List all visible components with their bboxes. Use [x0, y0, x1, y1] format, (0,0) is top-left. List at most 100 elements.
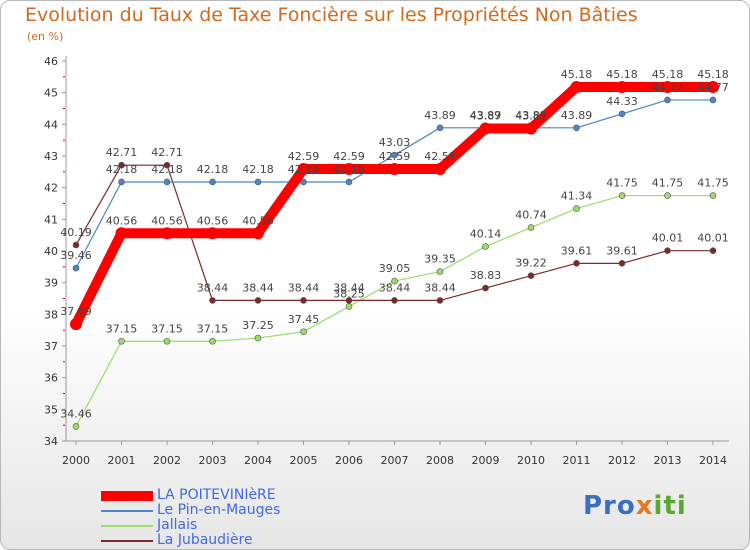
data-point [664, 247, 671, 254]
data-point [709, 96, 717, 104]
data-point [527, 224, 535, 231]
data-label: 45.18 [697, 68, 729, 81]
legend-swatch [101, 525, 153, 527]
data-label: 37.45 [288, 313, 320, 326]
data-label: 43.87 [470, 109, 502, 122]
x-tick-label: 2005 [290, 454, 318, 467]
data-label: 37.15 [197, 322, 229, 335]
data-label: 42.59 [288, 150, 320, 163]
data-label: 39.05 [379, 262, 411, 275]
data-point [618, 192, 626, 199]
data-label: 41.75 [606, 177, 638, 190]
data-point [206, 227, 219, 240]
data-label: 39.61 [606, 244, 638, 257]
x-tick-label: 2011 [563, 454, 591, 467]
data-point [254, 297, 262, 304]
data-point [345, 303, 353, 310]
data-label: 40.56 [106, 214, 138, 227]
legend-label: Le Pin-en-Mauges [157, 502, 281, 518]
data-point [209, 337, 216, 345]
data-point [434, 162, 446, 175]
data-point [391, 151, 398, 159]
y-tick-label: 44 [44, 118, 58, 131]
logo-part: Pro [583, 491, 636, 521]
proxiti-logo: Proxiti [583, 491, 687, 521]
data-point [300, 297, 307, 304]
data-point [573, 205, 580, 212]
legend-label: LA POITEVINIèRE [157, 487, 276, 503]
x-tick-label: 2007 [381, 454, 409, 467]
y-tick-label: 46 [44, 55, 58, 68]
x-tick-label: 2013 [654, 454, 682, 467]
data-label: 37.69 [60, 305, 92, 318]
data-point [436, 268, 444, 275]
data-label: 42.18 [333, 163, 365, 176]
chart-subtitle: (en %) [27, 30, 64, 43]
data-point [118, 337, 125, 345]
data-label: 40.01 [652, 232, 684, 245]
y-tick-label: 34 [44, 435, 58, 448]
data-label: 40.56 [151, 214, 183, 227]
y-tick-label: 37 [44, 340, 58, 353]
data-point [72, 241, 80, 249]
y-tick-label: 45 [44, 87, 58, 100]
data-label: 45.18 [606, 68, 638, 81]
x-tick-label: 2008 [426, 454, 454, 467]
data-label: 42.59 [424, 150, 456, 163]
data-label: 38.25 [333, 287, 365, 300]
data-point [345, 178, 353, 186]
data-label: 43.89 [424, 109, 456, 122]
data-point [479, 122, 492, 135]
data-point [616, 80, 628, 93]
data-label: 42.18 [151, 163, 183, 176]
data-label: 45.18 [652, 68, 684, 81]
y-tick-label: 36 [44, 372, 58, 385]
data-point [297, 162, 310, 175]
data-point [573, 124, 580, 132]
data-label: 45.18 [561, 68, 593, 81]
data-point [664, 192, 671, 199]
data-label: 39.61 [561, 244, 593, 257]
data-label: 34.46 [60, 407, 92, 420]
x-tick-label: 2014 [699, 454, 727, 467]
legend-swatch [101, 540, 153, 542]
data-point [118, 178, 125, 186]
data-point [300, 328, 307, 336]
data-label: 42.59 [379, 150, 411, 163]
data-point [163, 161, 171, 169]
data-label: 39.35 [424, 253, 456, 266]
data-label: 41.75 [697, 177, 729, 190]
data-point [618, 260, 626, 267]
x-tick-label: 2002 [153, 454, 181, 467]
data-point [436, 297, 444, 304]
data-label: 40.56 [197, 214, 229, 227]
data-point [72, 423, 80, 430]
data-label: 38.44 [333, 281, 365, 294]
y-tick-label: 35 [44, 403, 58, 416]
data-point [664, 96, 671, 104]
data-point [709, 247, 717, 254]
data-label: 40.14 [470, 228, 502, 241]
data-point [163, 337, 171, 345]
data-label: 40.01 [697, 232, 729, 245]
data-point [527, 272, 535, 280]
data-point [254, 334, 262, 342]
data-label: 42.71 [151, 146, 183, 159]
data-label: 38.44 [242, 281, 274, 294]
data-point [618, 110, 626, 118]
data-point [525, 122, 537, 135]
data-label: 37.15 [151, 322, 183, 335]
x-tick-label: 2000 [62, 454, 90, 467]
data-label: 40.19 [60, 226, 92, 239]
x-tick-label: 2001 [108, 454, 136, 467]
data-label: 40.56 [242, 214, 274, 227]
data-point [482, 243, 489, 250]
data-point [573, 260, 580, 267]
data-label: 40.74 [515, 209, 547, 222]
data-label: 43.89 [561, 109, 593, 122]
chart-title: Evolution du Taux de Taxe Foncière sur l… [25, 4, 638, 26]
data-point [661, 80, 674, 93]
legend-swatch [101, 491, 153, 501]
data-label: 41.34 [561, 190, 593, 203]
data-point [388, 162, 401, 175]
